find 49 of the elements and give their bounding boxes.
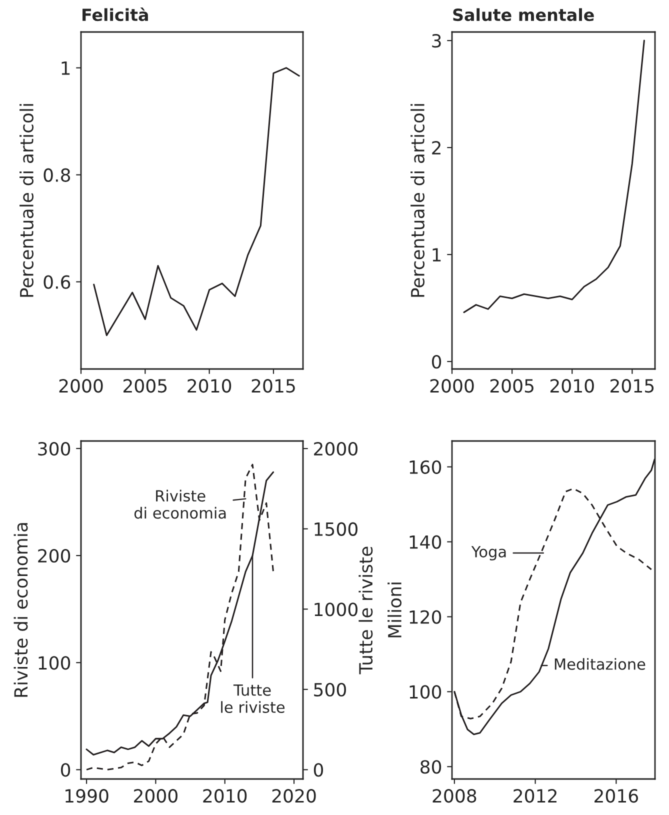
y-tick-label: 160 — [410, 460, 442, 474]
annotation: Yoga — [471, 546, 506, 560]
x-tick-label: 2012 — [514, 789, 556, 803]
y-tick-label: 80 — [420, 760, 442, 774]
chart-title: Salute mentale — [453, 8, 594, 22]
y2-tick-label: 1000 — [314, 602, 358, 616]
line-series — [463, 40, 645, 314]
y-tick-label: 2 — [432, 141, 440, 154]
y-tick-label: 3 — [432, 34, 441, 48]
x-tick-label: 2000 — [59, 379, 103, 393]
x-tick-label: 1990 — [66, 789, 108, 803]
x-tick-label: 2010 — [203, 789, 247, 803]
x-tick-label: 2005 — [124, 379, 167, 393]
y-tick-label: 100 — [410, 685, 442, 699]
y-tick-label: 0 — [60, 763, 70, 777]
x-tick-label: 2016 — [594, 789, 638, 803]
y-axis-title: Milioni — [388, 582, 402, 638]
y-tick-label: 0.6 — [44, 275, 70, 289]
annotation: Tutte le riviste — [221, 684, 285, 713]
y-tick-label: 300 — [38, 442, 70, 456]
y-tick-label: 0 — [432, 354, 442, 369]
y-tick-label: 200 — [38, 549, 70, 563]
y2-axis-title: Tutte le riviste — [358, 546, 373, 674]
y-axis-title: Riviste di economia — [14, 523, 28, 697]
y-tick-label: 100 — [38, 656, 70, 670]
y-tick-label: 1 — [432, 248, 441, 262]
y-axis-title: Percentuale di articoli — [20, 104, 34, 297]
y-tick-label: 140 — [410, 535, 442, 549]
y2-tick-label: 0 — [314, 763, 324, 777]
x-tick-label: 2015 — [610, 379, 654, 393]
x-tick-label: 2005 — [490, 379, 534, 393]
annotation: Riviste di economia — [134, 490, 226, 519]
annotation: Meditazione — [554, 658, 646, 670]
x-tick-label: 2000 — [134, 789, 178, 803]
y2-tick-label: 500 — [314, 682, 346, 697]
x-tick-label: 2020 — [272, 789, 316, 803]
y-tick-label: 0.8 — [44, 168, 70, 182]
x-tick-label: 2010 — [550, 379, 594, 393]
y-axis-title: Percentuale di articoli — [410, 104, 425, 297]
chart-title: Felicità — [82, 8, 148, 22]
x-tick-label: 2010 — [188, 379, 232, 393]
x-tick-label: 2000 — [430, 379, 474, 393]
x-tick-label: 2015 — [252, 379, 295, 393]
y-tick-label: 120 — [410, 610, 442, 624]
line-series — [93, 67, 300, 336]
y-tick-label: 1 — [62, 62, 70, 75]
y2-tick-label: 2000 — [314, 442, 358, 456]
y2-tick-label: 1500 — [314, 522, 358, 536]
x-tick-label: 2008 — [432, 789, 476, 803]
